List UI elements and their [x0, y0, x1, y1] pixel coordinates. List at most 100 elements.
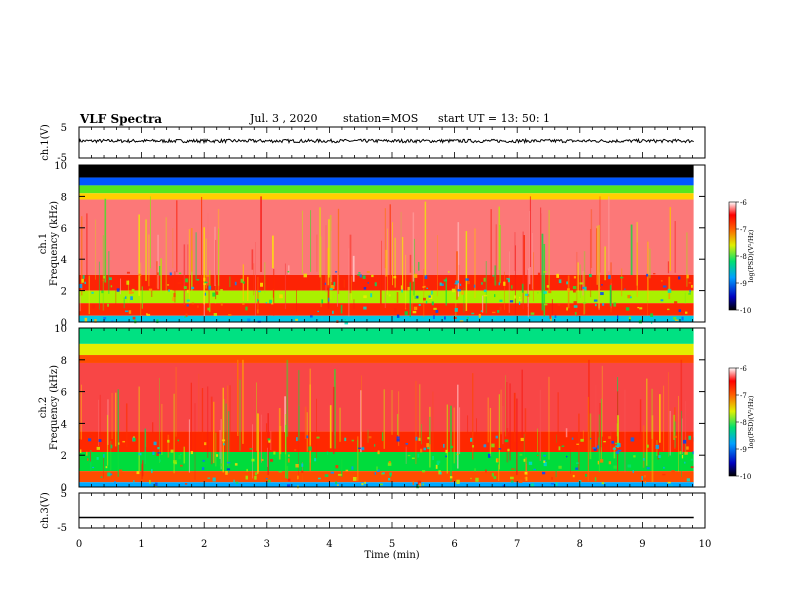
spectrogram-streak: [646, 378, 648, 466]
spectrogram-speckle: [415, 436, 418, 441]
spectrogram-streak: [396, 413, 399, 436]
spectrogram-speckle: [590, 437, 592, 440]
spectrogram-streak: [474, 228, 476, 299]
spectrogram-speckle: [543, 271, 547, 273]
spectrogram-speckle: [204, 281, 208, 284]
spectrogram-streak: [220, 419, 222, 470]
spectrogram-speckle: [393, 276, 397, 279]
spectrogram-speckle: [116, 288, 120, 292]
spectrogram-speckle: [667, 288, 672, 293]
colorbar-tick-label: -10: [740, 473, 751, 481]
spectrogram-speckle: [186, 289, 189, 293]
ch1-y-label: ch.1(V): [40, 124, 51, 161]
y-tick-label: 5: [61, 123, 67, 134]
spectrogram-speckle: [550, 483, 555, 485]
spectrogram-streak: [409, 254, 412, 273]
spectrogram-speckle: [107, 303, 109, 307]
spectrogram-speckle: [92, 466, 95, 469]
spectrogram-speckle: [245, 306, 248, 311]
spectrogram-speckle: [602, 303, 605, 306]
spectrogram-speckle: [600, 459, 604, 463]
spectrogram-streak: [651, 388, 653, 439]
spectrogram-streak: [668, 372, 669, 457]
spectrogram-streak: [80, 384, 82, 440]
date-label: Jul. 3 , 2020: [250, 112, 318, 125]
spectrogram-speckle: [103, 454, 105, 458]
spectrogram-speckle: [330, 284, 335, 290]
spectrogram-streak: [565, 428, 568, 438]
spectrogram-streak: [103, 456, 104, 479]
colorbar-tick-label: -9: [740, 280, 747, 288]
spectrogram-streak: [301, 210, 303, 274]
spectrogram-speckle: [582, 286, 585, 289]
spectrogram-speckle: [376, 469, 380, 472]
spectrogram-speckle: [524, 471, 528, 475]
spectrogram-streak: [608, 196, 610, 272]
spectrogram-speckle: [94, 319, 97, 323]
spectrogram-speckle: [502, 484, 505, 488]
spectrogram-speckle: [288, 454, 290, 457]
spectrogram-speckle: [204, 442, 207, 446]
spectrogram-streak: [144, 428, 147, 464]
spectrogram-speckle: [690, 284, 693, 288]
spectrogram-streak: [165, 217, 167, 293]
colorbar-tick-label: -8: [740, 419, 747, 427]
spectrogram-speckle: [684, 451, 688, 455]
spectrogram-speckle: [212, 477, 216, 482]
spectrogram-speckle: [152, 451, 155, 455]
spectrogram-speckle: [585, 473, 588, 477]
spectrogram-speckle: [608, 275, 611, 279]
spectrogram-streak: [587, 396, 589, 482]
spectrogram-streak: [630, 224, 633, 276]
spectrogram-speckle: [335, 271, 338, 273]
spectrogram-speckle: [114, 481, 116, 484]
spectrogram-speckle: [265, 477, 268, 480]
spectrogram-speckle: [118, 442, 120, 445]
spectrogram-speckle: [594, 477, 597, 482]
spectrogram-streak: [576, 251, 578, 318]
spectrogram-streak: [265, 423, 268, 450]
spectrogram-speckle: [573, 276, 577, 279]
spectrogram-speckle: [207, 477, 211, 479]
spectrogram-speckle: [543, 460, 546, 463]
spectrogram-streak: [578, 413, 580, 470]
spectrogram-speckle: [447, 271, 450, 273]
spectrogram-streak: [508, 251, 511, 276]
spectrogram-speckle: [438, 470, 441, 475]
spectrogram-speckle: [466, 316, 469, 319]
spectrogram-band: [79, 274, 694, 291]
spectrogram-speckle: [686, 478, 690, 482]
spectrogram-streak: [174, 271, 176, 303]
spectrogram-streak: [389, 204, 391, 280]
spectrogram-speckle: [149, 479, 151, 484]
spectrogram-speckle: [183, 286, 187, 289]
spectrogram-speckle: [222, 439, 226, 442]
spectrogram-speckle: [144, 282, 147, 286]
spectrogram-streak: [667, 261, 670, 274]
spectrogram-speckle: [601, 284, 603, 286]
spectrogram-streak: [225, 403, 227, 466]
spectrogram-speckle: [371, 274, 374, 278]
spectrogram-speckle: [88, 438, 92, 442]
spectrogram-streak: [673, 414, 675, 440]
chart-title: VLF Spectra: [80, 112, 163, 126]
spectrogram-speckle: [681, 316, 684, 321]
spectrogram-streak: [668, 276, 671, 300]
spectrogram-speckle: [382, 472, 385, 474]
spectrogram-streak: [117, 389, 120, 477]
spectrogram-streak: [141, 286, 143, 309]
x-tick-label: 4: [326, 539, 332, 550]
spectrogram-speckle: [439, 471, 442, 475]
spectrogram-speckle: [364, 481, 366, 484]
spectrogram-streak: [681, 410, 682, 478]
spectrogram-speckle: [329, 288, 333, 291]
spectrogram-speckle: [180, 453, 182, 456]
spectrogram-streak: [540, 213, 542, 293]
spectrogram-speckle: [525, 293, 529, 296]
colorbar-tick-label: -10: [740, 307, 751, 315]
spectrogram-speckle: [405, 442, 408, 445]
spectrogram-speckle: [643, 458, 645, 461]
spectrogram-speckle: [619, 459, 623, 463]
spectrogram-streak: [148, 234, 150, 287]
spectrogram-speckle: [191, 286, 195, 290]
